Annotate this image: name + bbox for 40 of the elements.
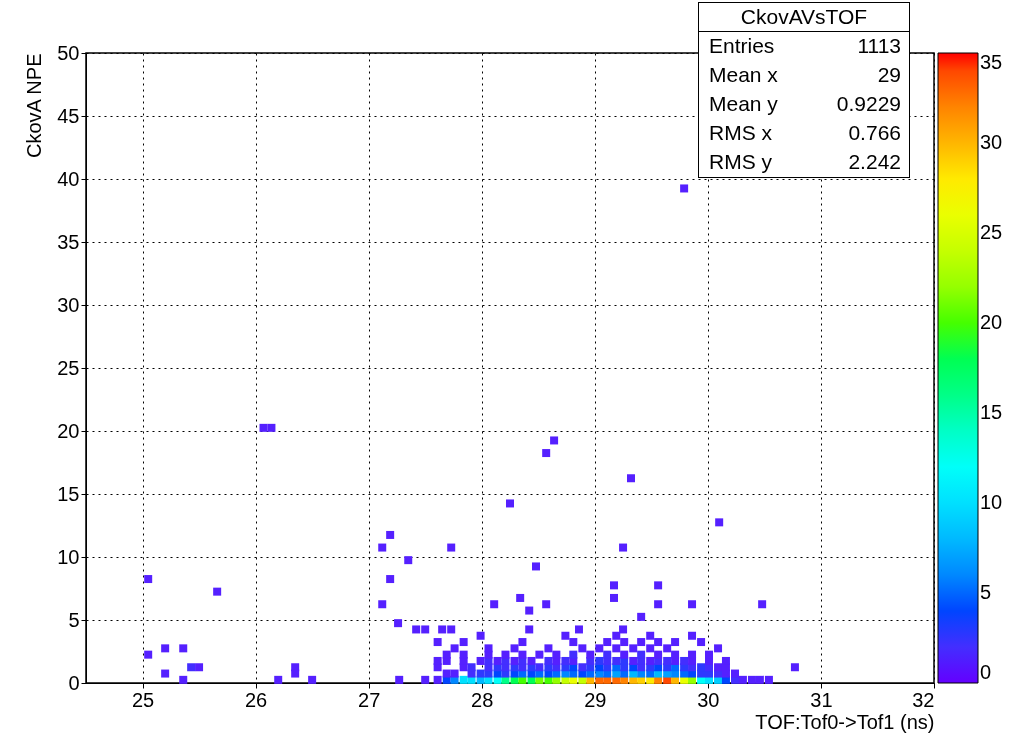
x-tick-label: 29 [584, 688, 607, 711]
color-bar-label: 30 [980, 131, 1003, 153]
x-tick-label: 25 [131, 688, 155, 711]
x-axis-title: TOF:Tof0->Tof1 (ns) [755, 710, 935, 733]
y-tick-label: 50 [57, 41, 80, 64]
x-tick-label: 26 [244, 688, 268, 711]
color-bar-label: 20 [980, 311, 1003, 333]
annotation: RMS y [709, 150, 772, 174]
annotation: 29 [877, 63, 901, 87]
annotation: 0.9229 [836, 92, 901, 116]
y-tick-label: 15 [57, 482, 80, 505]
x-tick-label: 27 [358, 688, 381, 711]
y-tick-label: 10 [57, 545, 80, 568]
annotation: 1113 [857, 34, 901, 58]
annotation: Mean y [709, 92, 778, 116]
x-tick-label: 28 [471, 688, 494, 711]
color-bar-label: 15 [980, 401, 1003, 423]
color-bar-label: 5 [980, 581, 992, 603]
color-bar-label: 0 [980, 661, 992, 683]
x-tick-label: 32 [912, 688, 935, 711]
annotation: 0.766 [848, 121, 901, 145]
annotation: Entries [709, 34, 775, 58]
y-tick-label: 45 [57, 104, 80, 127]
color-bar-label: 25 [980, 221, 1003, 243]
x-tick-label: 30 [697, 688, 720, 711]
y-tick-label: 40 [57, 167, 80, 190]
y-tick-label: 20 [57, 419, 80, 442]
y-tick-label: 30 [57, 293, 80, 316]
annotation: 2.242 [848, 150, 901, 174]
y-tick-label: 25 [57, 356, 80, 379]
text: CkovAVsTOF [699, 3, 909, 32]
color-bar-label: 10 [980, 491, 1003, 513]
x-tick-label: 31 [810, 688, 833, 711]
annotation: RMS x [709, 121, 772, 145]
y-tick-label: 35 [57, 230, 80, 253]
y-tick-label: 0 [68, 671, 80, 694]
color-bar-label: 35 [980, 51, 1003, 73]
annotation: Mean x [709, 63, 778, 87]
y-tick-label: 5 [68, 608, 80, 631]
y-axis-title: CkovA NPE [23, 53, 46, 158]
